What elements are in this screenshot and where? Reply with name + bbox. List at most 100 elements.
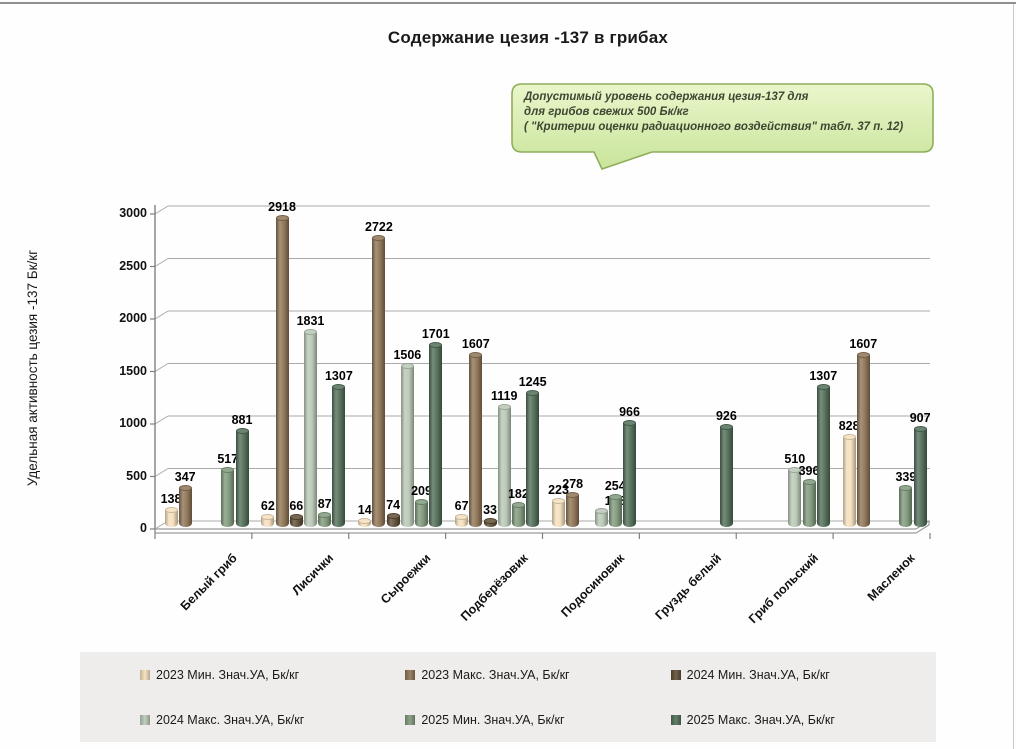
legend-label: 2025 Мин. Знач.УА, Бк/кг <box>421 712 565 727</box>
bar-top-cap <box>594 507 608 514</box>
legend-swatch <box>140 669 150 680</box>
bar-top-cap <box>318 511 332 518</box>
bar-top-cap <box>511 501 525 508</box>
bar-top-cap <box>469 352 483 359</box>
grid-line <box>154 310 169 320</box>
data-label: 339 <box>895 470 917 485</box>
legend-item: 2024 Макс. Знач.УА, Бк/кг <box>140 713 405 727</box>
bar-2025 Макс. Знач.УА, Бк/кг-Подосиновик <box>623 419 636 527</box>
bar-top-cap <box>178 484 192 491</box>
bar-2025 Мин. Знач.УА, Бк/кг-Белый гриб <box>221 466 235 527</box>
data-label: 223 <box>548 482 569 497</box>
bar-2024 Макс. Знач.УА, Бк/кг-Подосиновик <box>594 507 608 527</box>
legend-swatch <box>670 714 681 725</box>
bar-top-cap <box>842 434 856 441</box>
bar-2024 Макс. Знач.УА, Бк/кг-Сыроежки <box>400 362 414 527</box>
data-label: 62 <box>260 499 275 514</box>
bar-2025 Макс. Знач.УА, Бк/кг-Белый гриб <box>235 428 249 527</box>
data-label: 1607 <box>849 337 878 352</box>
bar-2024 Мин. Знач.УА, Бк/кг-Сыроежки <box>386 513 400 527</box>
right-border-line <box>1013 4 1014 749</box>
bar-top-cap <box>497 403 511 410</box>
bar-top-cap <box>275 214 289 221</box>
bar-2023 Макс. Знач.УА, Бк/кг-Подосиновик <box>566 491 580 527</box>
legend-label: 2023 Макс. Знач.УА, Бк/кг <box>421 667 570 682</box>
legend-swatch <box>405 669 416 680</box>
bar-top-cap <box>899 485 913 492</box>
data-label: 1119 <box>491 388 518 403</box>
data-label: 87 <box>317 496 332 511</box>
grid-line <box>154 363 169 372</box>
data-label: 33 <box>483 502 497 517</box>
bar-top-cap <box>164 506 178 513</box>
legend-label: 2025 Макс. Знач.УА, Бк/кг <box>686 712 835 727</box>
legend-swatch <box>405 714 416 725</box>
bar-top-cap <box>415 499 429 506</box>
bar-2023 Мин. Знач.УА, Бк/кг-Подосиновик <box>552 497 565 527</box>
data-label: 182 <box>507 486 529 501</box>
legend-item: 2024 Мин. Знач.УА, Бк/кг <box>670 668 936 682</box>
data-label: 966 <box>619 404 640 419</box>
data-label: 2918 <box>268 199 296 214</box>
bar-top-cap <box>608 494 622 501</box>
bar-top-cap <box>289 514 303 521</box>
data-label: 517 <box>217 451 239 466</box>
bar-2025 Макс. Знач.УА, Бк/кг-Гриб польский <box>816 383 830 527</box>
data-label: 1506 <box>393 347 422 362</box>
data-label: 1307 <box>809 368 838 383</box>
bar-2024 Макс. Знач.УА, Бк/кг-Лисички <box>303 328 317 527</box>
bar-top-cap <box>802 479 816 486</box>
data-label: 347 <box>174 469 196 484</box>
data-label: 278 <box>562 476 584 491</box>
bar-2025 Мин. Знач.УА, Бк/кг-Лисички <box>318 511 332 527</box>
bar-2023 Мин. Знач.УА, Бк/кг-Масленок <box>842 434 856 527</box>
bar-top-cap <box>526 390 540 397</box>
legend-item: 2023 Макс. Знач.УА, Бк/кг <box>405 668 670 682</box>
y-tick-label: 3000 <box>119 206 147 220</box>
data-label: 209 <box>411 484 432 499</box>
bar-top-cap <box>788 467 802 474</box>
data-label: 66 <box>289 499 304 514</box>
top-border-line <box>0 2 1016 4</box>
data-label: 510 <box>784 452 806 467</box>
legend-swatch <box>670 669 681 680</box>
bar-2024 Макс. Знач.УА, Бк/кг-Подберёзовик <box>497 403 511 527</box>
bar-top-cap <box>816 383 830 390</box>
bar-2023 Мин. Знач.УА, Бк/кг-Сыроежки <box>358 518 372 527</box>
y-tick-label: 0 <box>140 521 147 535</box>
data-label: 828 <box>838 419 860 434</box>
bar-2025 Макс. Знач.УА, Бк/кг-Сыроежки <box>429 342 443 527</box>
bar-2023 Макс. Знач.УА, Бк/кг-Подберёзовик <box>469 352 483 527</box>
legend-item: 2025 Мин. Знач.УА, Бк/кг <box>405 713 670 727</box>
grid-line <box>154 258 169 267</box>
legend: 2023 Мин. Знач.УА, Бк/кг 2023 Макс. Знач.… <box>80 652 936 742</box>
bar-top-cap <box>235 428 249 435</box>
bar-2023 Макс. Знач.УА, Бк/кг-Сыроежки <box>372 235 386 527</box>
data-label: 1607 <box>461 337 490 352</box>
y-tick-label: 500 <box>126 468 147 483</box>
bar-top-cap <box>400 362 414 369</box>
grid-line <box>154 205 169 215</box>
bar-2025 Макс. Знач.УА, Бк/кг-Груздь белый <box>719 423 733 527</box>
bar-2024 Макс. Знач.УА, Бк/кг-Гриб польский <box>788 467 802 527</box>
bar-top-cap <box>372 235 386 242</box>
bar-top-cap <box>483 517 497 524</box>
y-tick-label: 1000 <box>119 416 147 430</box>
y-tick-label: 2000 <box>119 311 147 325</box>
bar-2024 Мин. Знач.УА, Бк/кг-Подберёзовик <box>483 517 497 527</box>
x-category-label: Масленок <box>708 551 918 604</box>
bar-2025 Мин. Знач.УА, Бк/кг-Подберёзовик <box>511 501 525 527</box>
bar-2023 Макс. Знач.УА, Бк/кг-Масленок <box>856 352 870 527</box>
data-label: 881 <box>231 413 253 428</box>
data-label: 907 <box>909 410 931 425</box>
bar-2025 Мин. Знач.УА, Бк/кг-Сыроежки <box>415 499 429 527</box>
callout-line-2: для грибов свежих 500 Бк/кг <box>524 106 689 118</box>
bar-top-cap <box>386 513 400 520</box>
bar-2023 Мин. Знач.УА, Бк/кг-Белый гриб <box>164 506 178 527</box>
callout-line-1: Допустимый уровень содержания цезия-137 … <box>524 91 809 103</box>
bar-top-cap <box>221 466 235 473</box>
y-tick-label: 2500 <box>119 258 147 273</box>
bar-top-cap <box>719 423 733 430</box>
bar-top-cap <box>332 383 346 390</box>
bar-top-cap <box>623 419 636 426</box>
